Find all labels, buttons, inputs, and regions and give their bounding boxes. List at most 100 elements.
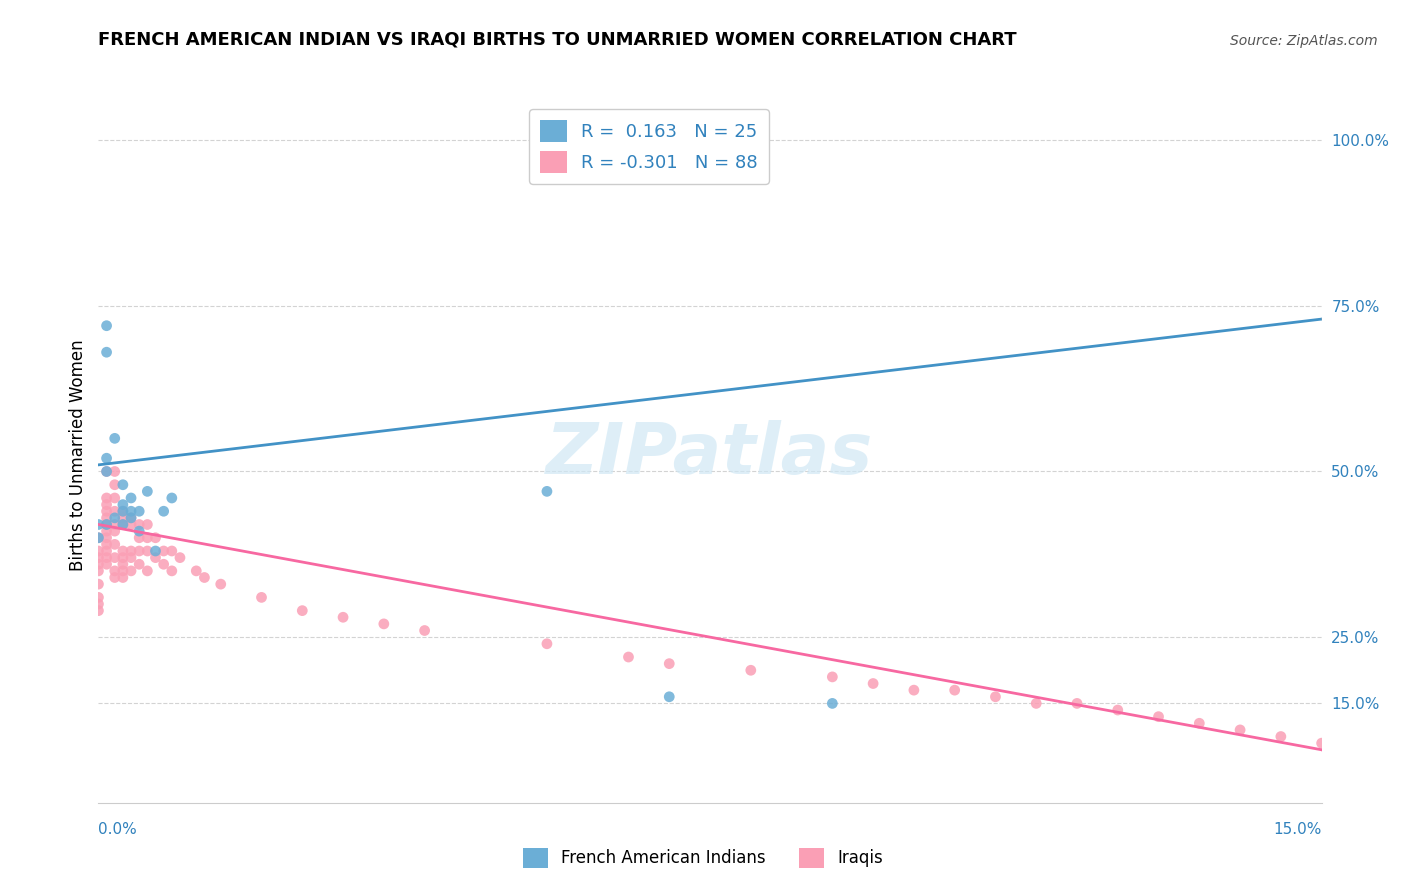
Point [821,670,844,684]
Point [145,550,167,565]
Point [136,484,159,499]
Point [111,558,134,572]
Point [862,676,884,690]
Point [87,597,110,611]
Point [87,564,110,578]
Point [152,544,174,558]
Point [740,663,762,677]
Point [96,558,118,572]
Point [1107,703,1129,717]
Point [160,564,183,578]
Point [152,504,174,518]
Point [111,570,134,584]
Point [1066,697,1088,711]
Point [984,690,1007,704]
Point [145,544,167,558]
Point [87,604,110,618]
Point [128,558,150,572]
Point [413,624,436,638]
Point [128,544,150,558]
Point [104,550,127,565]
Point [111,504,134,518]
Text: ZIPatlas: ZIPatlas [547,420,873,490]
Point [87,591,110,605]
Point [120,550,142,565]
Point [250,591,273,605]
Point [617,650,640,665]
Text: 15.0%: 15.0% [1274,822,1322,837]
Point [111,564,134,578]
Point [120,564,142,578]
Point [1188,716,1211,731]
Point [193,570,215,584]
Point [87,577,110,591]
Point [104,570,127,584]
Point [136,517,159,532]
Point [104,491,127,505]
Point [120,511,142,525]
Point [96,465,118,479]
Point [104,524,127,538]
Point [1025,697,1047,711]
Point [111,477,134,491]
Point [96,517,118,532]
Point [128,524,150,538]
Point [943,683,966,698]
Point [96,544,118,558]
Text: FRENCH AMERICAN INDIAN VS IRAQI BIRTHS TO UNMARRIED WOMEN CORRELATION CHART: FRENCH AMERICAN INDIAN VS IRAQI BIRTHS T… [98,30,1017,48]
Point [160,491,183,505]
Point [87,531,110,545]
Point [169,550,191,565]
Point [332,610,354,624]
Point [186,564,208,578]
Point [96,465,118,479]
Point [104,504,127,518]
Point [111,544,134,558]
Point [87,558,110,572]
Point [145,531,167,545]
Point [821,697,844,711]
Point [104,431,127,445]
Point [104,511,127,525]
Text: Source: ZipAtlas.com: Source: ZipAtlas.com [1230,34,1378,47]
Point [209,577,232,591]
Point [96,451,118,466]
Point [120,511,142,525]
Point [1147,709,1170,723]
Point [96,537,118,551]
Point [536,637,558,651]
Point [152,558,174,572]
Point [1310,736,1333,750]
Point [1351,743,1374,757]
Point [104,477,127,491]
Point [87,550,110,565]
Point [903,683,925,698]
Point [96,491,118,505]
Point [96,504,118,518]
Point [111,511,134,525]
Point [96,524,118,538]
Point [104,517,127,532]
Point [104,537,127,551]
Point [87,544,110,558]
Point [96,531,118,545]
Point [1392,749,1406,764]
Point [104,564,127,578]
Point [96,345,118,359]
Legend: French American Indians, Iraqis: French American Indians, Iraqis [516,841,890,875]
Point [658,657,681,671]
Point [96,511,118,525]
Point [536,484,558,499]
Point [120,517,142,532]
Point [136,544,159,558]
Point [291,604,314,618]
Point [96,550,118,565]
Point [111,517,134,532]
Point [128,531,150,545]
Point [1270,730,1292,744]
Point [120,504,142,518]
Legend: R =  0.163   N = 25, R = -0.301   N = 88: R = 0.163 N = 25, R = -0.301 N = 88 [529,109,769,184]
Point [128,504,150,518]
Point [658,690,681,704]
Point [111,504,134,518]
